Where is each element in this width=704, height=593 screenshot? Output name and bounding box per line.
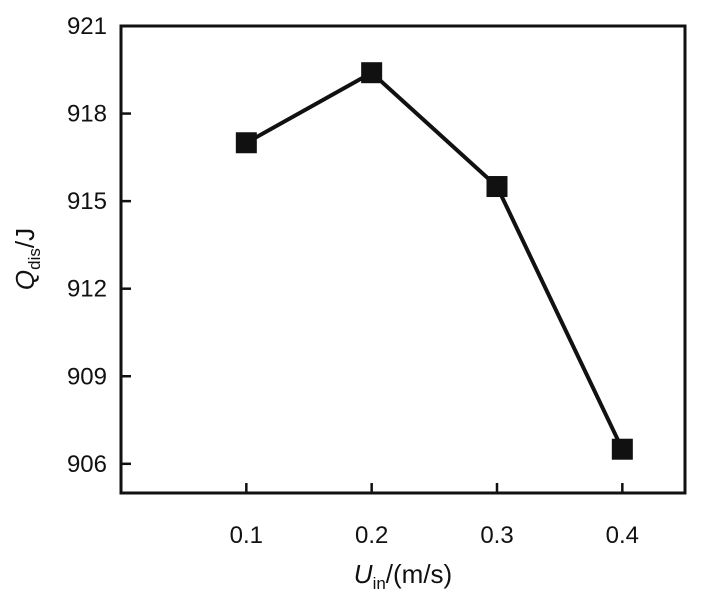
data-point xyxy=(361,62,383,84)
y-tick-label: 918 xyxy=(67,101,107,128)
x-axis-title: Uin/(m/s) xyxy=(354,559,452,593)
y-tick-label: 906 xyxy=(67,451,107,478)
plot-frame xyxy=(119,24,687,495)
series-line xyxy=(245,70,625,451)
data-point xyxy=(486,176,508,198)
x-axis: 0.1 0.2 0.3 0.4 xyxy=(230,483,639,549)
y-axis: 906 909 912 915 918 921 xyxy=(67,13,131,478)
y-tick-label: 915 xyxy=(67,188,107,215)
x-tick-label: 0.3 xyxy=(480,522,513,549)
x-tick-label: 0.2 xyxy=(355,522,388,549)
data-point xyxy=(235,132,257,154)
x-tick-label: 0.1 xyxy=(230,522,263,549)
series-layer xyxy=(235,62,633,460)
y-axis-title: Qdis/J xyxy=(10,228,44,290)
x-tick-label: 0.4 xyxy=(606,522,639,549)
y-tick-label: 921 xyxy=(67,13,107,40)
y-tick-label: 912 xyxy=(67,276,107,303)
y-tick-label: 909 xyxy=(67,363,107,390)
data-point xyxy=(611,438,633,460)
